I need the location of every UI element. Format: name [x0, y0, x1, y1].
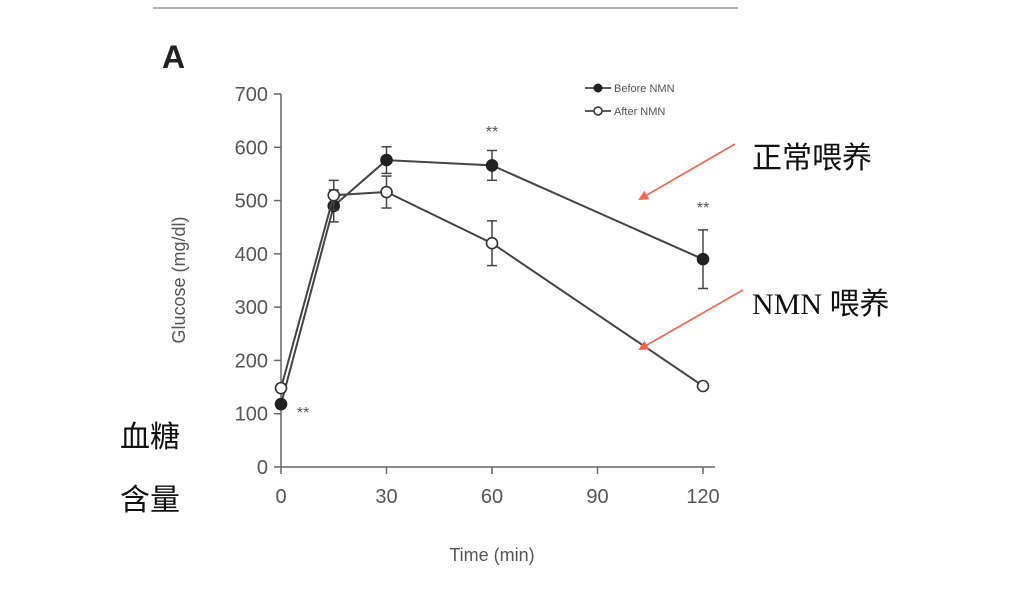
annotation-arrow-normal	[638, 143, 736, 201]
x-tick-label: 0	[275, 486, 286, 508]
legend: Before NMN After NMN	[585, 83, 675, 118]
x-tick-label: 30	[375, 486, 397, 508]
data-point	[274, 381, 288, 395]
y-tick-label: 200	[235, 350, 268, 372]
data-point	[327, 188, 341, 202]
x-tick-label: 60	[481, 486, 503, 508]
side-label-line2: 含量	[120, 483, 180, 518]
significance-mark: **	[486, 124, 498, 141]
legend-label-before: Before NMN	[614, 83, 675, 95]
series-after-nmn	[274, 175, 710, 395]
legend-marker-after	[593, 106, 603, 116]
panel-label: A	[162, 39, 185, 75]
y-tick-label: 400	[235, 244, 268, 266]
y-tick-label: 500	[235, 191, 268, 213]
legend-label-after: After NMN	[614, 106, 665, 118]
data-point	[485, 159, 499, 172]
data-point	[274, 397, 288, 411]
annotation-nmn: NMN 喂养	[752, 288, 890, 321]
side-label-line1: 血糖	[120, 420, 180, 455]
data-point	[380, 185, 393, 199]
data-point	[696, 252, 710, 266]
annotation-arrow-nmn	[638, 289, 744, 350]
legend-marker-before	[593, 83, 603, 93]
data-point	[485, 236, 499, 250]
series-layer: ** ** **	[274, 124, 710, 422]
y-tick-label: 700	[235, 84, 268, 106]
x-tick-label: 90	[586, 486, 608, 508]
y-tick-label: 100	[235, 404, 268, 426]
significance-mark: **	[697, 200, 709, 217]
data-point	[380, 153, 393, 167]
y-tick-label: 300	[235, 297, 268, 319]
y-axis-label: Glucose (mg/dl)	[169, 216, 189, 343]
x-axis-label: Time (min)	[449, 545, 534, 565]
y-tick-label: 0	[257, 457, 268, 479]
x-tick-label: 120	[686, 486, 719, 508]
series-before-nmn	[274, 146, 710, 411]
y-tick-label: 600	[235, 137, 268, 159]
axes: 0 100 200 300 400 500 600 700 0 30 60 90 120	[235, 84, 720, 508]
series-line	[280, 159, 704, 405]
significance-mark: **	[297, 405, 309, 422]
annotation-normal: 正常喂养	[752, 141, 872, 176]
data-point	[696, 379, 710, 393]
